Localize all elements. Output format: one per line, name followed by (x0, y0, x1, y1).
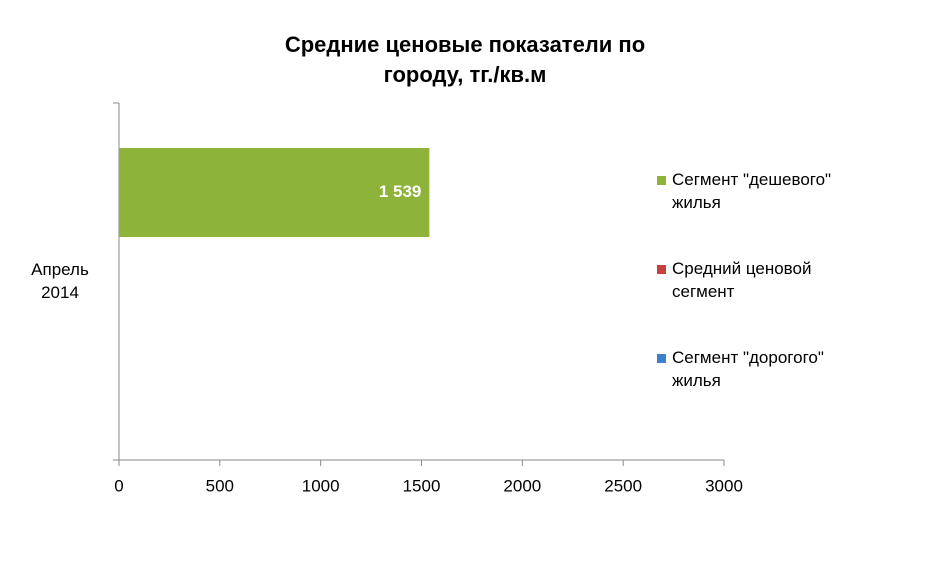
legend-marker (657, 265, 666, 274)
x-tick-label: 2000 (503, 476, 541, 495)
legend-marker (657, 354, 666, 363)
legend-label: Средний ценовой сегмент (672, 259, 812, 301)
legend-marker (657, 176, 666, 185)
value-label: 1 539 (379, 182, 422, 201)
x-tick-label: 0 (114, 476, 123, 495)
legend-label: Сегмент "дешевого" жилья (672, 170, 832, 212)
bar (119, 148, 430, 237)
chart-title: Средние ценовые показатели по городу, тг… (284, 32, 646, 87)
x-tick-label: 1000 (302, 476, 340, 495)
x-tick-label: 500 (206, 476, 234, 495)
x-tick-label: 1500 (403, 476, 441, 495)
x-tick-label: 3000 (705, 476, 743, 495)
x-tick-label: 2500 (604, 476, 642, 495)
category-label: Апрель 2014 (31, 260, 89, 302)
legend-label: Сегмент "дорогого" жилья (672, 348, 824, 390)
